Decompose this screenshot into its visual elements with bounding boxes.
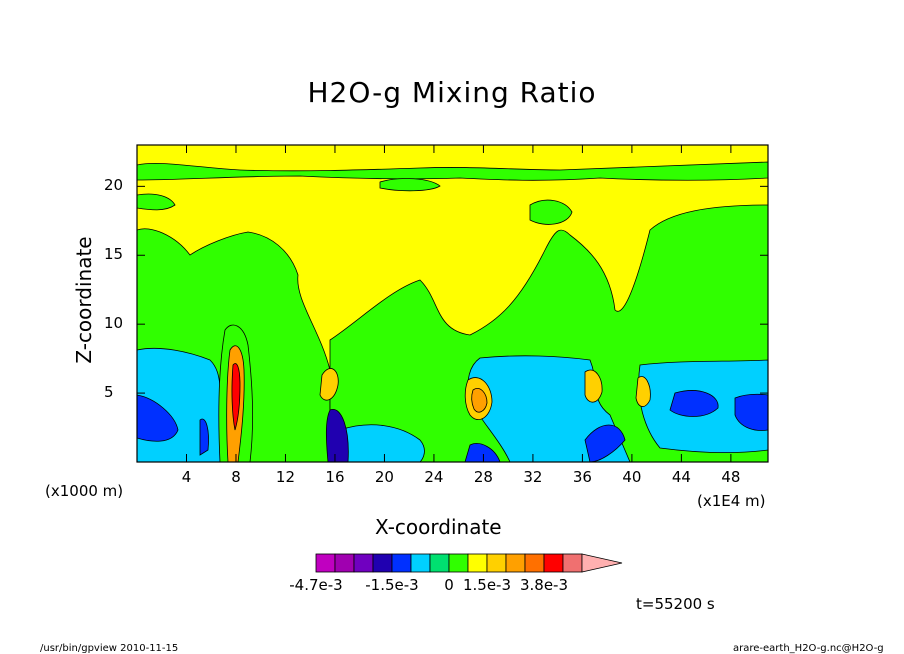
colorbar-swatch bbox=[543, 553, 564, 573]
x-unit-right: (x1E4 m) bbox=[697, 492, 766, 510]
field-region bbox=[635, 376, 651, 407]
field-region bbox=[199, 418, 209, 456]
colorbar-swatch bbox=[391, 553, 412, 573]
x-tick-label: 40 bbox=[622, 468, 642, 486]
x-unit-left: (x1000 m) bbox=[45, 482, 124, 500]
y-tick-label: 5 bbox=[104, 383, 114, 402]
colorbar-label: -1.5e-3 bbox=[365, 576, 419, 594]
colorbar-label: -4.7e-3 bbox=[289, 576, 343, 594]
field-region bbox=[231, 363, 241, 431]
y-tick-label: 20 bbox=[104, 176, 124, 195]
footer-right: arare-earth_H2O-g.nc@H2O-g bbox=[733, 643, 884, 654]
x-tick-label: 8 bbox=[231, 468, 241, 486]
footer-left: /usr/bin/gpview 2010-11-15 bbox=[40, 643, 179, 654]
y-tick-label: 15 bbox=[104, 245, 124, 264]
field-region bbox=[464, 443, 501, 462]
x-tick-label: 44 bbox=[671, 468, 691, 486]
colorbar-label: 0 bbox=[444, 576, 454, 594]
y-axis-label: Z-coordinate bbox=[72, 236, 96, 364]
colorbar-label: 3.8e-3 bbox=[519, 576, 569, 594]
field-region bbox=[137, 394, 179, 442]
y-tick-label: 10 bbox=[104, 314, 124, 333]
colorbar-swatch bbox=[562, 553, 583, 573]
x-tick-label: 36 bbox=[572, 468, 592, 486]
x-axis-label: X-coordinate bbox=[375, 515, 502, 539]
chart-title: H2O-g Mixing Ratio bbox=[307, 76, 597, 109]
colorbar-swatch bbox=[467, 553, 488, 573]
field-region bbox=[471, 388, 488, 413]
x-tick-label: 32 bbox=[523, 468, 543, 486]
field-region bbox=[319, 368, 339, 401]
field-region bbox=[137, 193, 176, 211]
colorbar-swatch bbox=[315, 553, 336, 573]
field-region bbox=[137, 161, 768, 181]
plot-area bbox=[137, 145, 768, 462]
field-region bbox=[325, 409, 349, 462]
x-tick-label: 12 bbox=[275, 468, 296, 486]
field-region bbox=[379, 178, 441, 192]
field-region bbox=[734, 393, 768, 431]
x-tick-label: 4 bbox=[181, 468, 192, 486]
x-tick-label: 24 bbox=[424, 468, 444, 486]
time-label: t=55200 s bbox=[636, 595, 715, 613]
colorbar-swatch bbox=[353, 553, 374, 573]
field-region bbox=[669, 390, 719, 417]
x-tick-label: 28 bbox=[473, 468, 493, 486]
field-region bbox=[529, 199, 573, 225]
x-tick-label: 48 bbox=[721, 468, 741, 486]
x-tick-label: 16 bbox=[325, 468, 345, 486]
y-axis-ticks bbox=[137, 185, 768, 394]
colorbar bbox=[315, 553, 623, 573]
colorbar-swatch bbox=[486, 553, 507, 573]
colorbar-swatch bbox=[524, 553, 545, 573]
colorbar-arrow bbox=[581, 553, 623, 573]
field-region bbox=[584, 369, 603, 403]
colorbar-swatch bbox=[429, 553, 450, 573]
colorbar-swatch bbox=[410, 553, 431, 573]
colorbar-swatch bbox=[505, 553, 526, 573]
colorbar-swatch bbox=[372, 553, 393, 573]
colorbar-swatch bbox=[334, 553, 355, 573]
colorbar-swatch bbox=[448, 553, 469, 573]
field-region bbox=[584, 424, 626, 462]
plot-frame bbox=[136, 144, 769, 463]
x-tick-label: 20 bbox=[374, 468, 394, 486]
x-axis-ticks bbox=[185, 145, 732, 462]
colorbar-label: 1.5e-3 bbox=[462, 576, 512, 594]
